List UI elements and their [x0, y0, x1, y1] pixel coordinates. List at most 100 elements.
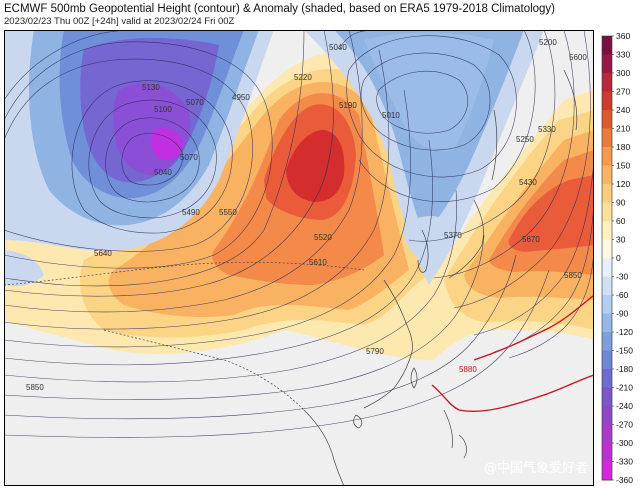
- colorbar-swatch: [602, 350, 612, 370]
- contour-label-5250: 5250: [516, 135, 534, 144]
- contour-label-5040: 5040: [329, 43, 347, 52]
- colorbar-swatch: [602, 424, 612, 444]
- colorbar-swatch: [602, 128, 612, 148]
- contour-5880-north: [473, 294, 594, 361]
- colorbar-swatch: [602, 54, 612, 74]
- colorbar-tick-label: -270: [616, 420, 633, 430]
- contour-line: [4, 189, 457, 383]
- colorbar-tick-label: 300: [616, 68, 630, 78]
- colorbar-swatch: [602, 461, 612, 481]
- border-2: [103, 329, 305, 411]
- contour-line: [4, 30, 305, 287]
- shade-cold-south-japan: [403, 215, 459, 258]
- contour-labels: 5130 5070 5100 5070 5040 4950 5040 5220 …: [26, 38, 587, 392]
- colorbar-swatch: [602, 332, 612, 351]
- contour-line: [4, 269, 550, 438]
- colorbar-swatch: [602, 443, 612, 462]
- shade-cold-blue-2-ne: [364, 32, 494, 152]
- contour-label-5670: 5670: [522, 235, 540, 244]
- colorbar-tick-label: -60: [616, 290, 629, 300]
- coast-kamchatka: [563, 69, 578, 131]
- contour-label-5040: 5040: [154, 168, 172, 177]
- coast-japan: [448, 199, 484, 279]
- contour-label-5490: 5490: [182, 208, 200, 217]
- valid-time-subtitle: 2023/02/23 Thu 00Z [+24h] valid at 2023/…: [4, 16, 235, 27]
- contour-line: [508, 249, 594, 359]
- contour-label-5330: 5330: [538, 125, 556, 134]
- shade-cold-west-edge: [4, 250, 44, 287]
- colorbar-tick-label: -240: [616, 401, 633, 411]
- colorbar-tick-label: -30: [616, 272, 629, 282]
- contour-label-5010: 5010: [382, 111, 400, 120]
- contour-line: [4, 30, 363, 313]
- colorbar-tick-label: 270: [616, 87, 630, 97]
- map-frame: [4, 30, 594, 486]
- colorbar-ticks: 3603303002702402101801501209060300-30-60…: [612, 31, 633, 485]
- colorbar-tick-label: 330: [616, 50, 630, 60]
- contour-label-5520: 5520: [314, 233, 332, 242]
- contour-line: [4, 139, 433, 366]
- colorbar-swatch: [602, 202, 612, 222]
- colorbar-swatch: [602, 36, 612, 55]
- chart-title: ECMWF 500mb Geopotential Height (contour…: [4, 3, 556, 15]
- contour-line: [4, 89, 411, 348]
- colorbar-tick-label: 360: [616, 31, 630, 41]
- colorbar-swatch: [602, 110, 612, 129]
- contour-line: [453, 30, 591, 309]
- colorbar-swatches: [601, 35, 613, 481]
- shade-red-1-east: [508, 175, 594, 252]
- colorbar-tick-label: 60: [616, 216, 626, 226]
- contour-line: [4, 49, 390, 330]
- contour-line: [4, 58, 253, 252]
- contour-line: [408, 30, 556, 242]
- colorbar-tick-label: 180: [616, 142, 630, 152]
- shade-cold-magenta: [151, 128, 182, 161]
- coast-taiwan: [410, 367, 418, 389]
- contour-label-5190: 5190: [339, 101, 357, 110]
- colorbar-swatch: [602, 73, 612, 92]
- contour-line: [4, 234, 485, 400]
- contour-5880-south: [431, 374, 594, 413]
- coast-philippines: [443, 409, 467, 459]
- coast-hainan: [353, 414, 363, 429]
- contour-label-5610: 5610: [309, 258, 327, 267]
- contour-label-5430: 5430: [519, 178, 537, 187]
- contour-label-5880: 5880: [459, 365, 477, 374]
- border-1: [4, 261, 365, 286]
- colorbar-swatch: [602, 239, 612, 259]
- colorbar-tick-label: 210: [616, 124, 630, 134]
- coast-indochina: [303, 409, 345, 486]
- contour-line: [4, 41, 273, 269]
- colorbar-tick-label: -150: [616, 346, 633, 356]
- contour-label-4950: 4950: [232, 93, 250, 102]
- contour-label-5200: 5200: [539, 38, 557, 47]
- contour-line: [433, 30, 575, 279]
- anomaly-map: 5130 5070 5100 5070 5040 4950 5040 5220 …: [4, 30, 594, 486]
- colorbar-tick-label: 120: [616, 179, 630, 189]
- colorbar-tick-label: -120: [616, 327, 633, 337]
- contour-line: [88, 99, 217, 219]
- colorbar-swatch: [602, 147, 612, 166]
- colorbar-swatch: [602, 91, 612, 111]
- colorbar-tick-label: -300: [616, 438, 633, 448]
- colorbar-swatch: [602, 295, 612, 314]
- contour-label-5070: 5070: [186, 98, 204, 107]
- contour-line: [360, 52, 491, 151]
- colorbar-tick-label: 90: [616, 198, 626, 208]
- contour-label-5790: 5790: [366, 347, 384, 356]
- coastlines: [4, 69, 578, 486]
- contour-line: [121, 133, 183, 186]
- contour-label-5640: 5640: [94, 249, 112, 258]
- colorbar-tick-label: 30: [616, 235, 626, 245]
- coast-sakhalin: [491, 109, 498, 181]
- colorbar-swatch: [602, 369, 612, 388]
- colorbar: gpm 3603303002702402101801501209060300-3…: [601, 31, 633, 485]
- colorbar-tick-label: -360: [616, 475, 633, 485]
- contour-label-5100: 5100: [154, 105, 172, 114]
- colorbar-tick-label: -210: [616, 383, 633, 393]
- colorbar-swatch: [602, 387, 612, 407]
- contour-label-5850: 5850: [564, 271, 582, 280]
- colorbar-swatch: [602, 258, 612, 277]
- contour-label-5130: 5130: [142, 83, 160, 92]
